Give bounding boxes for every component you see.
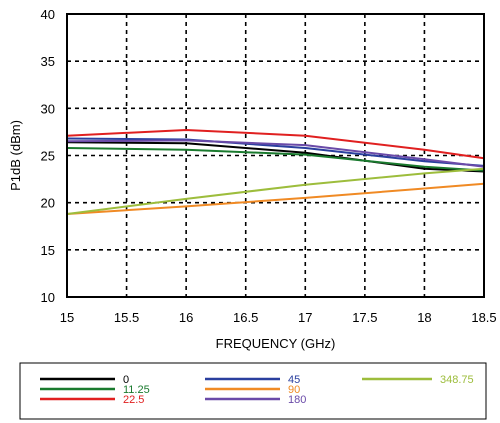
legend-label: 22.5 bbox=[123, 394, 144, 406]
y-tick-label: 25 bbox=[41, 149, 55, 164]
y-axis-label: P1dB (dBm) bbox=[8, 120, 23, 191]
legend-label: 11.25 bbox=[123, 384, 150, 396]
series-line-22-5 bbox=[66, 129, 485, 160]
y-tick-label: 15 bbox=[41, 243, 55, 258]
series-line-90 bbox=[66, 182, 485, 215]
x-tick-label: 17.5 bbox=[352, 310, 377, 325]
legend-label: 0 bbox=[123, 374, 129, 386]
x-axis-label: FREQUENCY (GHz) bbox=[216, 336, 336, 351]
x-tick-label: 16 bbox=[179, 310, 193, 325]
x-tick-label: 18 bbox=[417, 310, 431, 325]
series-line-0 bbox=[66, 141, 485, 173]
x-tick-label: 18.5 bbox=[471, 310, 496, 325]
series-line-11-25 bbox=[66, 147, 485, 172]
legend bbox=[19, 362, 487, 420]
y-tick-label: 20 bbox=[41, 196, 55, 211]
x-tick-labels: 15 15.5 16 16.5 17 17.5 18 18.5 bbox=[60, 310, 497, 325]
y-tick-label: 10 bbox=[41, 290, 55, 305]
legend-label: 180 bbox=[288, 394, 306, 406]
y-tick-label: 40 bbox=[41, 7, 55, 22]
legend-label: 90 bbox=[288, 384, 300, 396]
x-tick-label: 15 bbox=[60, 310, 74, 325]
x-tick-label: 17 bbox=[298, 310, 312, 325]
y-tick-label: 30 bbox=[41, 101, 55, 116]
series-line-180 bbox=[66, 139, 485, 168]
y-tick-labels: 10 15 20 25 30 35 40 bbox=[41, 7, 55, 305]
legend-label: 348.75 bbox=[440, 374, 474, 386]
x-tick-label: 16.5 bbox=[233, 310, 258, 325]
y-tick-label: 35 bbox=[41, 54, 55, 69]
legend-label: 45 bbox=[288, 374, 300, 386]
series-line-348-75 bbox=[66, 167, 485, 215]
grid bbox=[67, 14, 484, 297]
series-lines bbox=[66, 129, 485, 215]
plot-frame bbox=[66, 13, 485, 298]
x-tick-label: 15.5 bbox=[114, 310, 139, 325]
